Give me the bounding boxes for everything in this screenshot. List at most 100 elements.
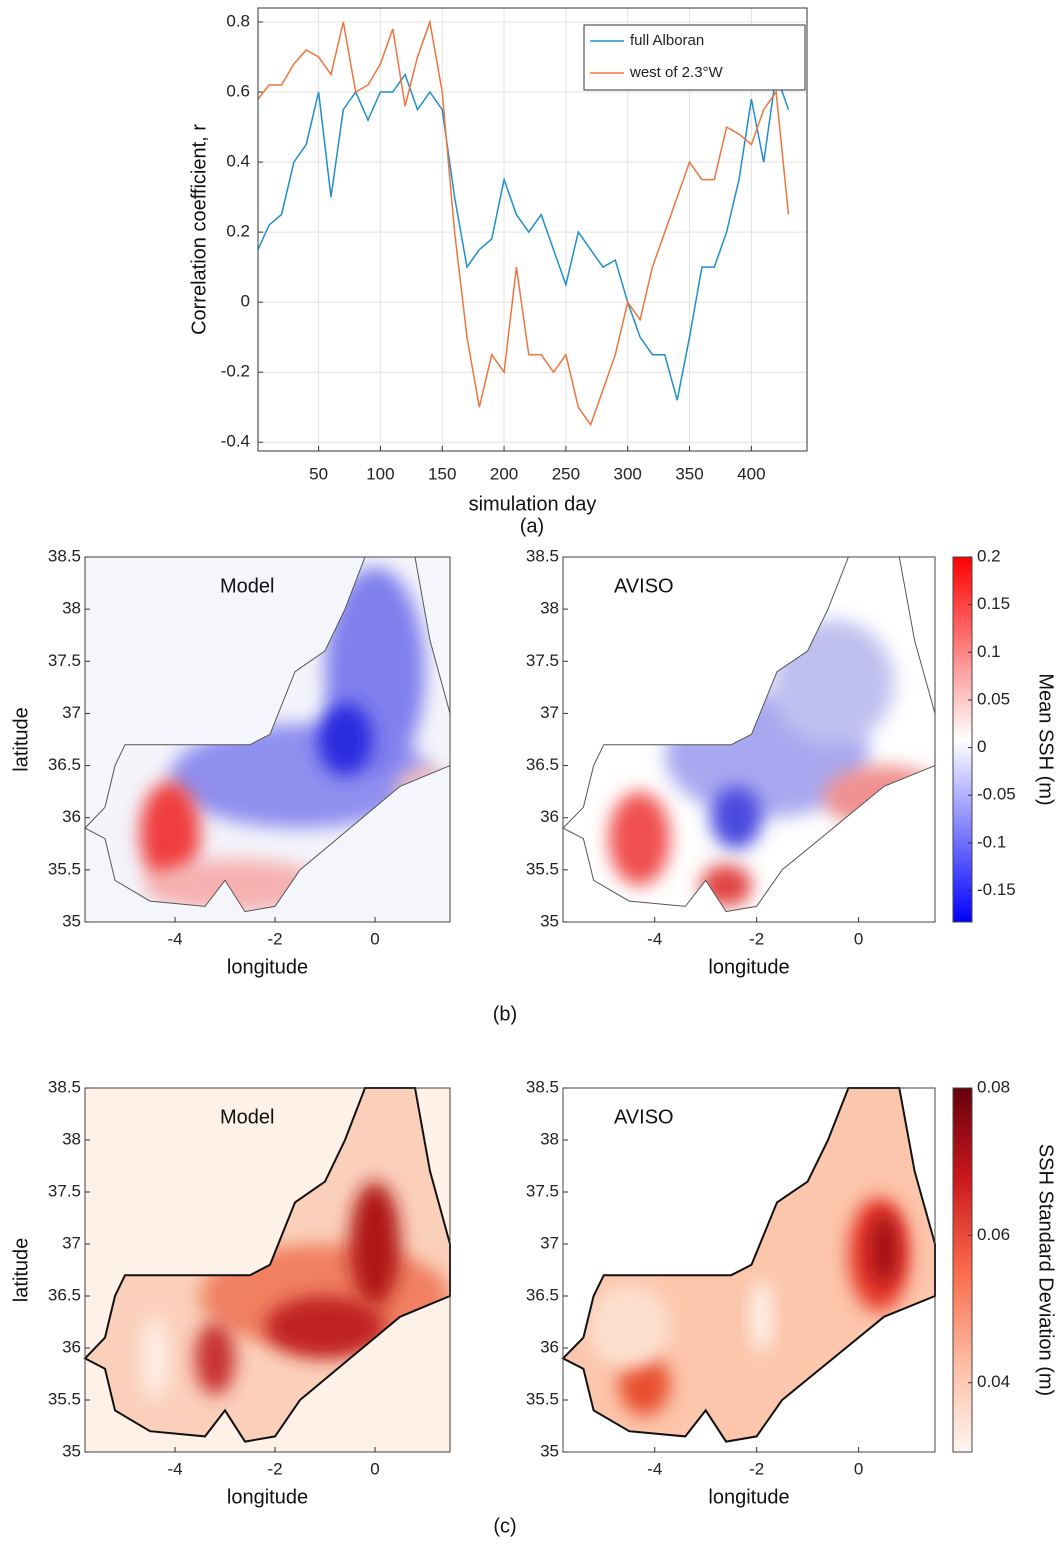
y-tick-label: 37 <box>540 1233 559 1252</box>
y-tick-label: 0.6 <box>226 82 250 101</box>
y-tick-label: 35.5 <box>48 1389 81 1408</box>
colorbar-tick-label: 0.04 <box>977 1372 1010 1391</box>
y-tick-label: 38.5 <box>526 546 559 565</box>
y-tick-label: 37.5 <box>48 651 81 670</box>
axes-box <box>257 7 808 452</box>
x-tick-label: -2 <box>749 1459 764 1478</box>
y-tick-label: 0 <box>241 292 250 311</box>
x-tick-label: -2 <box>749 929 764 948</box>
y-tick-label: 37.5 <box>526 1181 559 1200</box>
x-tick-label: 200 <box>490 464 518 483</box>
y-tick-label: 0.4 <box>226 152 250 171</box>
x-tick-label: -4 <box>647 929 662 948</box>
y-tick-label: 35 <box>62 911 81 930</box>
colorbar-tick-label: 0.1 <box>977 642 1001 661</box>
x-tick-label: -4 <box>167 1459 182 1478</box>
x-tick-label: 0 <box>370 929 379 948</box>
colorbar-tick-label: 0.06 <box>977 1225 1010 1244</box>
y-tick-label: 36 <box>62 1337 81 1356</box>
x-tick-label: 300 <box>614 464 642 483</box>
field-blob <box>710 786 762 849</box>
caption: (a) <box>520 515 544 537</box>
y-tick-label: 36.5 <box>526 755 559 774</box>
y-tick-label: 38.5 <box>48 1077 81 1096</box>
y-tick-label: 36.5 <box>48 755 81 774</box>
legend-label: west of 2.3°W <box>629 64 724 81</box>
y-axis-label: latitude <box>10 1238 32 1303</box>
colorbar <box>952 556 973 923</box>
x-tick-label: 100 <box>366 464 394 483</box>
colorbar-label: Mean SSH (m) <box>1035 673 1057 805</box>
field-blob <box>588 1285 671 1369</box>
x-axis-label: longitude <box>227 1486 308 1508</box>
x-tick-label: 350 <box>675 464 703 483</box>
y-tick-label: 36 <box>540 1337 559 1356</box>
axes-box <box>562 1087 936 1453</box>
y-tick-label: 38.5 <box>48 546 81 565</box>
legend-label: full Alboran <box>630 32 704 49</box>
colorbar-tick-label: -0.05 <box>977 785 1016 804</box>
y-tick-label: 37 <box>540 703 559 722</box>
x-tick-label: 0 <box>854 929 863 948</box>
y-tick-label: 37 <box>62 703 81 722</box>
y-tick-label: 36 <box>62 807 81 826</box>
y-tick-label: 35.5 <box>48 859 81 878</box>
x-tick-label: 50 <box>309 464 328 483</box>
colorbar-tick-label: 0.08 <box>977 1077 1010 1096</box>
y-tick-label: 36.5 <box>48 1285 81 1304</box>
colorbar-label: SSH Standard Deviation (m) <box>1035 1144 1057 1396</box>
field-blob <box>195 1322 235 1395</box>
colorbar <box>952 1087 973 1453</box>
y-tick-label: 38 <box>62 599 81 618</box>
panel-title: Model <box>220 1106 274 1128</box>
panel-title: AVISO <box>614 575 674 597</box>
y-tick-label: 36 <box>540 807 559 826</box>
field-blob <box>868 1212 900 1286</box>
x-tick-label: 150 <box>428 464 456 483</box>
field-blob <box>350 1181 400 1307</box>
y-tick-label: -0.4 <box>221 432 250 451</box>
y-tick-label: 37 <box>62 1233 81 1252</box>
colorbar-tick-label: -0.1 <box>977 832 1006 851</box>
caption: (c) <box>493 1515 516 1537</box>
field-blob <box>317 703 373 776</box>
x-tick-label: -4 <box>167 929 182 948</box>
y-tick-label: 38 <box>540 599 559 618</box>
colorbar-tick-label: -0.15 <box>977 880 1016 899</box>
x-axis-label: simulation day <box>469 493 597 515</box>
x-axis-label: longitude <box>227 956 308 978</box>
x-tick-label: 250 <box>552 464 580 483</box>
y-tick-label: 35 <box>540 911 559 930</box>
data-line <box>257 72 790 401</box>
y-axis-label: latitude <box>10 707 32 772</box>
x-tick-label: 0 <box>854 1459 863 1478</box>
y-tick-label: 36.5 <box>526 1285 559 1304</box>
x-tick-label: -4 <box>647 1459 662 1478</box>
x-tick-label: 400 <box>737 464 765 483</box>
axes-box <box>84 556 451 923</box>
y-tick-label: 35.5 <box>526 859 559 878</box>
y-tick-label: 0.2 <box>226 222 250 241</box>
x-tick-label: -2 <box>267 929 282 948</box>
y-tick-label: 38.5 <box>526 1077 559 1096</box>
field-blob <box>142 1316 168 1400</box>
field-blob <box>751 1280 772 1354</box>
y-tick-label: 35 <box>62 1441 81 1460</box>
y-axis-label: Correlation coefficient, r <box>188 124 210 335</box>
data-line <box>257 19 790 427</box>
y-tick-label: 37.5 <box>526 651 559 670</box>
y-tick-label: 35 <box>540 1441 559 1460</box>
y-tick-label: 38 <box>540 1129 559 1148</box>
y-tick-label: 37.5 <box>48 1181 81 1200</box>
x-tick-label: 0 <box>370 1459 379 1478</box>
field-blob <box>608 791 671 886</box>
x-tick-label: -2 <box>267 1459 282 1478</box>
field-blob <box>140 781 200 886</box>
panel-title: Model <box>220 575 274 597</box>
legend-box <box>583 24 806 91</box>
colorbar-tick-label: 0 <box>977 737 986 756</box>
y-tick-label: 0.8 <box>226 11 250 30</box>
y-tick-label: 38 <box>62 1129 81 1148</box>
field-blob <box>619 1353 671 1416</box>
